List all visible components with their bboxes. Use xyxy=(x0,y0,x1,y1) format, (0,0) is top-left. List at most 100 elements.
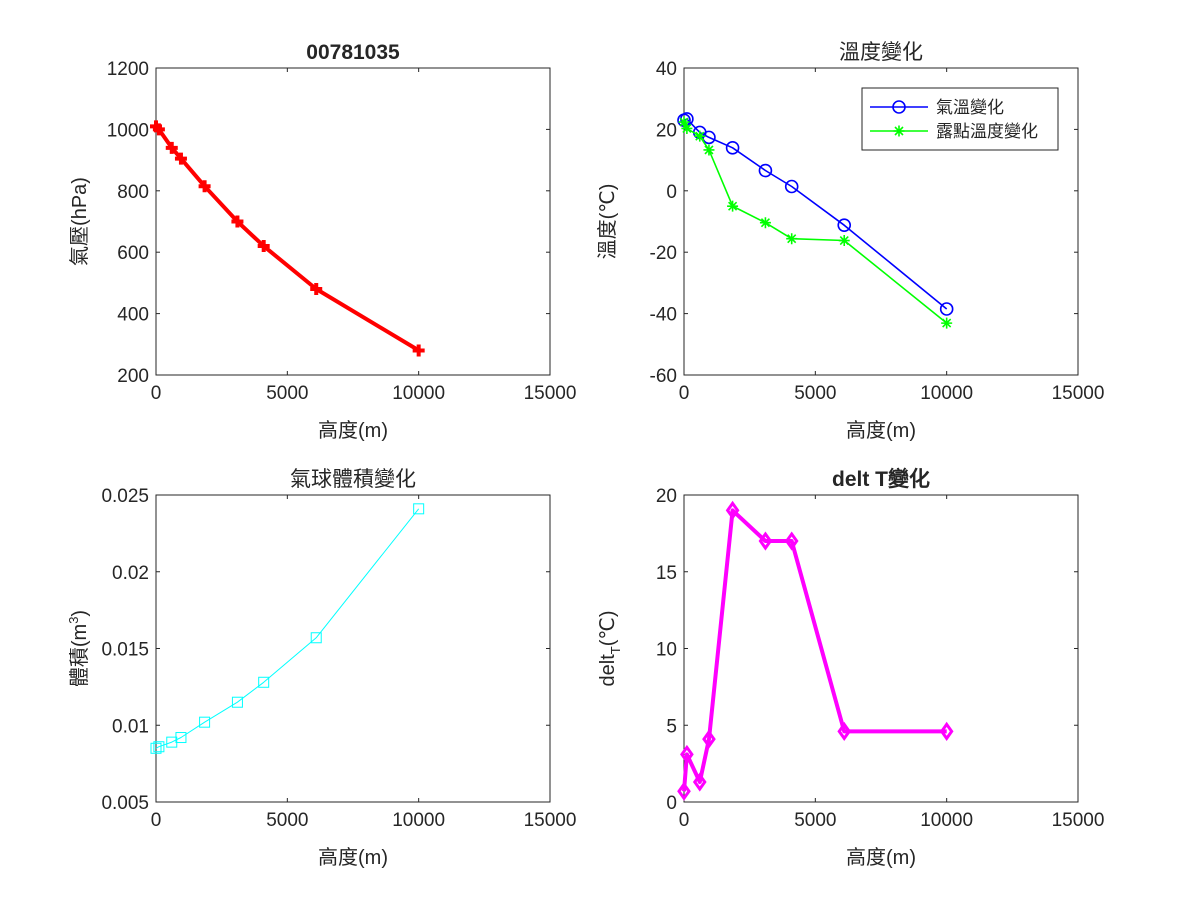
data-point-asterisk xyxy=(703,144,715,156)
chart-3: 0 5000 10000 15000 0.005 0.01 0.015 0.02 0.025 氣球… xyxy=(66,468,576,869)
axes-box xyxy=(155,67,551,376)
y-tick-label: 200 xyxy=(117,366,149,387)
data-point-diamond xyxy=(758,531,773,551)
y-axis-label: deltT(℃) xyxy=(597,611,623,687)
axes-box xyxy=(155,494,551,803)
x-tick-label: 5000 xyxy=(266,810,308,831)
data-point-plus xyxy=(412,344,425,357)
x-tick-label: 0 xyxy=(151,810,162,831)
data-point-circle xyxy=(939,302,954,316)
data-point-asterisk xyxy=(727,200,739,212)
axes-box xyxy=(683,494,1079,803)
chart-title: 00781035 xyxy=(306,41,400,64)
data-point-square xyxy=(310,632,322,644)
data-point-square xyxy=(231,696,243,708)
y-axis-label: 體積(m3) xyxy=(66,610,91,687)
x-tick-label: 5000 xyxy=(266,383,308,404)
data-point-plus xyxy=(257,240,270,253)
data-point-diamond xyxy=(725,500,740,520)
legend-box xyxy=(861,87,1059,151)
chart-title: 溫度變化 xyxy=(839,41,923,64)
series-line-1 xyxy=(682,508,947,792)
y-tick-label: 1200 xyxy=(107,59,149,80)
x-axis-label: 高度(m) xyxy=(846,846,916,869)
y-axis-label: 溫度(℃) xyxy=(596,184,619,260)
data-point-square xyxy=(258,676,270,688)
chart-title: delt T變化 xyxy=(832,467,930,491)
y-tick-label: 0 xyxy=(666,793,677,814)
x-tick-label: 0 xyxy=(151,383,162,404)
y-tick-label: 15 xyxy=(656,563,677,584)
data-point-asterisk xyxy=(694,130,706,142)
data-point-diamond xyxy=(837,721,852,741)
x-tick-label: 15000 xyxy=(1052,383,1105,404)
y-tick-label: 0.025 xyxy=(101,486,149,507)
x-tick-label: 15000 xyxy=(1052,810,1105,831)
legend-marker-circle xyxy=(892,100,906,114)
x-tick-label: 15000 xyxy=(524,810,577,831)
y-tick-label: 20 xyxy=(656,486,677,507)
data-point-square xyxy=(175,732,187,744)
data-point-circle xyxy=(837,218,852,232)
x-tick-label: 15000 xyxy=(524,383,577,404)
x-tick-label: 0 xyxy=(679,383,690,404)
data-point-plus xyxy=(174,152,187,165)
data-point-circle xyxy=(725,141,740,155)
data-point-square xyxy=(199,716,211,728)
data-point-asterisk xyxy=(681,122,693,134)
x-axis-label: 高度(m) xyxy=(846,419,916,442)
y-tick-label: -20 xyxy=(650,243,677,264)
legend-entry-label: 氣溫變化 xyxy=(936,98,1004,117)
y-tick-label: 40 xyxy=(656,59,677,80)
data-point-diamond xyxy=(677,781,691,801)
y-tick-label: 0.005 xyxy=(101,793,149,814)
y-tick-label: 400 xyxy=(117,305,149,326)
x-axis-label: 高度(m) xyxy=(318,419,388,442)
y-tick-label: 0 xyxy=(666,182,677,203)
y-tick-label: 10 xyxy=(656,640,677,661)
data-point-asterisk xyxy=(786,233,798,245)
x-tick-label: 5000 xyxy=(794,810,836,831)
series-line-1 xyxy=(155,508,420,749)
data-point-asterisk xyxy=(838,235,850,247)
data-point-plus xyxy=(310,283,323,296)
legend-entry-label: 露點溫度變化 xyxy=(936,122,1038,141)
y-tick-label: 20 xyxy=(656,120,677,141)
x-tick-label: 0 xyxy=(679,810,690,831)
data-point-asterisk xyxy=(678,116,690,128)
data-point-plus xyxy=(231,215,244,228)
x-tick-label: 5000 xyxy=(794,383,836,404)
y-axis-label: 氣壓(hPa) xyxy=(68,177,91,266)
data-point-circle xyxy=(702,130,716,145)
y-tick-label: 1000 xyxy=(107,120,149,141)
data-point-diamond xyxy=(939,721,954,741)
data-point-plus xyxy=(152,123,165,136)
y-tick-label: -60 xyxy=(650,366,677,387)
x-tick-label: 10000 xyxy=(920,383,973,404)
x-tick-label: 10000 xyxy=(392,383,445,404)
data-point-diamond xyxy=(692,772,707,792)
data-point-circle xyxy=(784,179,799,194)
data-point-asterisk xyxy=(759,217,771,229)
y-tick-label: 0.015 xyxy=(101,640,149,661)
chart-1: 0 5000 10000 15000 200 400 600 800 1000 1200 00781… xyxy=(68,41,576,442)
data-point-square xyxy=(150,742,162,754)
chart-title: 氣球體積變化 xyxy=(290,468,416,491)
data-point-asterisk xyxy=(941,317,953,329)
x-tick-label: 10000 xyxy=(920,810,973,831)
data-point-diamond xyxy=(784,531,799,551)
x-tick-label: 10000 xyxy=(392,810,445,831)
y-tick-label: 600 xyxy=(117,243,149,264)
y-tick-label: 0.01 xyxy=(112,716,149,737)
legend-marker-asterisk xyxy=(893,125,905,137)
x-axis-label: 高度(m) xyxy=(318,846,388,869)
y-tick-label: 800 xyxy=(117,182,149,203)
data-point-diamond xyxy=(702,729,716,749)
data-point-square xyxy=(153,741,165,753)
data-point-diamond xyxy=(680,744,694,764)
data-point-square xyxy=(413,503,425,515)
